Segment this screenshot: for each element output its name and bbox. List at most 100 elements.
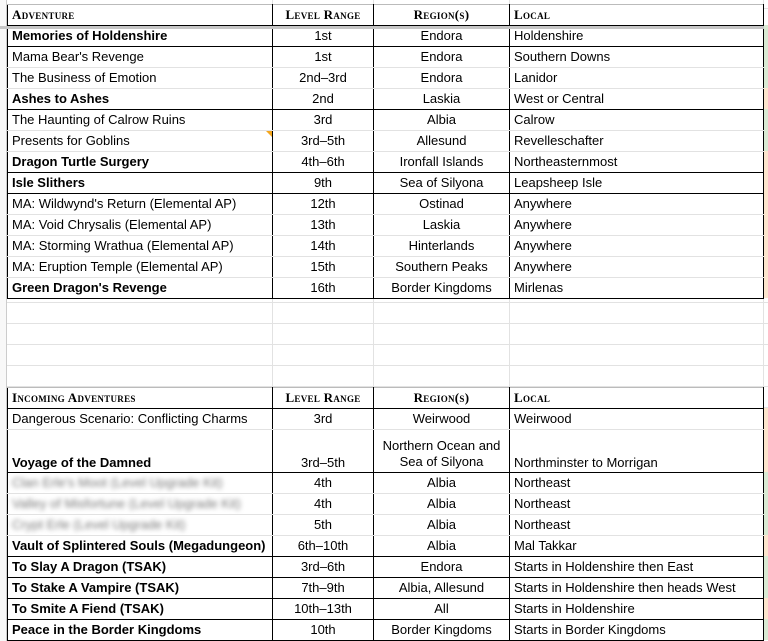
cell-level-range[interactable]: 7th–9th [272, 577, 374, 599]
cell-level-range[interactable]: 15th [272, 256, 374, 278]
cell-regions[interactable]: Sea of Silyona [373, 172, 510, 194]
cell-adventure[interactable]: MA: Wildwynd's Return (Elemental AP) [7, 193, 273, 215]
cell-level-range[interactable]: 3rd–5th [272, 130, 374, 152]
cell-local[interactable]: Anywhere [509, 214, 764, 236]
header-local[interactable]: Local [509, 387, 764, 409]
status-color-cell[interactable] [764, 172, 768, 193]
comment-indicator-icon[interactable] [266, 131, 272, 137]
cell-level-range[interactable]: 10th–13th [272, 598, 374, 620]
cell-local[interactable]: Mirlenas [509, 277, 764, 299]
cell-regions[interactable]: Weirwood [373, 408, 510, 430]
status-color-cell[interactable] [764, 408, 768, 429]
status-color-cell[interactable] [764, 472, 768, 493]
row-header-gutter[interactable] [0, 0, 7, 641]
cell-level-range[interactable]: 12th [272, 193, 374, 215]
cell-adventure[interactable]: Ashes to Ashes [7, 88, 273, 110]
cell-local[interactable]: Weirwood [509, 408, 764, 430]
header-regions[interactable]: Region(s) [373, 387, 510, 409]
cell-level-range[interactable]: 14th [272, 235, 374, 257]
cell-regions[interactable]: Laskia [373, 88, 510, 110]
cell-level-range[interactable]: 2nd–3rd [272, 67, 374, 89]
cell-adventure[interactable]: MA: Void Chrysalis (Elemental AP) [7, 214, 273, 236]
cell-level-range[interactable]: 16th [272, 277, 374, 299]
status-color-cell[interactable] [764, 256, 768, 277]
cell-level-range[interactable]: 9th [272, 172, 374, 194]
cell-adventure[interactable]: To Smite A Fiend (TSAK) [7, 598, 273, 620]
cell-regions[interactable]: Albia [373, 514, 510, 536]
cell-adventure[interactable]: Dragon Turtle Surgery [7, 151, 273, 173]
cell-regions[interactable]: Albia [373, 493, 510, 515]
cell-local[interactable]: Anywhere [509, 193, 764, 215]
status-color-cell[interactable] [764, 514, 768, 535]
header-local[interactable]: Local [509, 4, 764, 26]
frozen-row-divider[interactable] [0, 26, 768, 29]
cell-local[interactable]: Southern Downs [509, 46, 764, 68]
cell-adventure[interactable]: MA: Storming Wrathua (Elemental AP) [7, 235, 273, 257]
cell-regions[interactable]: Albia, Allesund [373, 577, 510, 599]
cell-adventure[interactable]: Green Dragon's Revenge [7, 277, 273, 299]
cell-local[interactable]: Starts in Border Kingdoms [509, 619, 764, 641]
cell-regions[interactable]: All [373, 598, 510, 620]
status-color-cell[interactable] [764, 109, 768, 130]
status-color-cell[interactable] [764, 130, 768, 151]
cell-local[interactable]: West or Central [509, 88, 764, 110]
status-color-cell[interactable] [764, 67, 768, 88]
cell-local[interactable]: Northeast [509, 493, 764, 515]
cell-adventure[interactable]: Clan Erle's Moot (Level Upgrade Kit) [7, 472, 273, 494]
status-color-cell[interactable] [764, 598, 768, 619]
status-color-cell[interactable] [764, 277, 768, 298]
cell-level-range[interactable]: 3rd [272, 408, 374, 430]
cell-level-range[interactable]: 1st [272, 46, 374, 68]
header-level-range[interactable]: Level Range [272, 4, 374, 26]
cell-level-range[interactable]: 10th [272, 619, 374, 641]
cell-level-range[interactable]: 2nd [272, 88, 374, 110]
cell-local[interactable]: Starts in Holdenshire [509, 598, 764, 620]
cell-local[interactable]: Anywhere [509, 235, 764, 257]
header-incoming-adventures[interactable]: Incoming Adventures [7, 387, 273, 409]
cell-adventure[interactable]: Valley of Misfortune (Level Upgrade Kit) [7, 493, 273, 515]
status-color-cell[interactable] [764, 214, 768, 235]
status-color-cell[interactable] [764, 46, 768, 67]
status-color-cell[interactable] [764, 193, 768, 214]
cell-adventure[interactable]: Voyage of the Damned [7, 429, 273, 473]
cell-regions[interactable]: Albia [373, 472, 510, 494]
header-adventure[interactable]: Adventure [7, 4, 273, 26]
cell-regions[interactable]: Hinterlands [373, 235, 510, 257]
cell-regions[interactable]: Ostinad [373, 193, 510, 215]
cell-local[interactable]: Leapsheep Isle [509, 172, 764, 194]
status-color-cell[interactable] [764, 556, 768, 577]
cell-regions[interactable]: Laskia [373, 214, 510, 236]
cell-regions[interactable]: Endora [373, 46, 510, 68]
status-color-cell[interactable] [764, 429, 768, 472]
status-color-cell[interactable] [764, 88, 768, 109]
header-regions[interactable]: Region(s) [373, 4, 510, 26]
cell-regions[interactable]: Albia [373, 535, 510, 557]
cell-regions[interactable]: Border Kingdoms [373, 277, 510, 299]
cell-local[interactable]: Lanidor [509, 67, 764, 89]
cell-local[interactable]: Starts in Holdenshire then heads West [509, 577, 764, 599]
cell-adventure[interactable]: Dangerous Scenario: Conflicting Charms [7, 408, 273, 430]
cell-adventure[interactable]: Peace in the Border Kingdoms [7, 619, 273, 641]
cell-level-range[interactable]: 4th–6th [272, 151, 374, 173]
status-color-cell[interactable] [764, 235, 768, 256]
cell-regions[interactable]: Endora [373, 67, 510, 89]
cell-local[interactable]: Anywhere [509, 256, 764, 278]
cell-adventure[interactable]: Crypt Erle (Level Upgrade Kit) [7, 514, 273, 536]
cell-local[interactable]: Northeast [509, 514, 764, 536]
cell-adventure[interactable]: Mama Bear's Revenge [7, 46, 273, 68]
header-level-range[interactable]: Level Range [272, 387, 374, 409]
cell-level-range[interactable]: 4th [272, 493, 374, 515]
cell-adventure[interactable]: The Business of Emotion [7, 67, 273, 89]
cell-level-range[interactable]: 3rd [272, 109, 374, 131]
status-color-cell[interactable] [764, 151, 768, 172]
cell-local[interactable]: Calrow [509, 109, 764, 131]
cell-regions[interactable]: Southern Peaks [373, 256, 510, 278]
cell-adventure[interactable]: MA: Eruption Temple (Elemental AP) [7, 256, 273, 278]
cell-regions[interactable]: Northern Ocean and Sea of Silyona [373, 429, 510, 473]
cell-adventure[interactable]: To Slay A Dragon (TSAK) [7, 556, 273, 578]
cell-regions[interactable]: Border Kingdoms [373, 619, 510, 641]
status-color-cell[interactable] [764, 577, 768, 598]
cell-level-range[interactable]: 3rd–6th [272, 556, 374, 578]
cell-local[interactable]: Northeast [509, 472, 764, 494]
status-color-cell[interactable] [764, 535, 768, 556]
